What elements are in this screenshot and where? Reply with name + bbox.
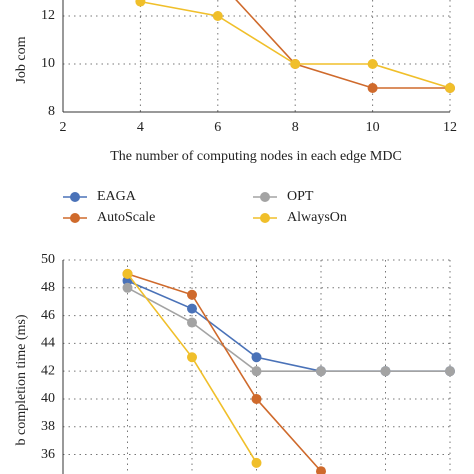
y-tick-label: 44 [41, 336, 55, 351]
marker [367, 83, 378, 93]
marker [187, 352, 197, 363]
legend-label: AutoScale [97, 210, 155, 225]
legend-label: EAGA [97, 189, 137, 204]
marker [316, 466, 326, 474]
y-tick-label: 50 [41, 252, 55, 267]
plot [135, 0, 455, 93]
series-line [235, 0, 450, 89]
marker [122, 268, 133, 279]
marker [445, 83, 455, 93]
marker [135, 0, 146, 7]
y-axis-label: b completion time (ms) [14, 314, 29, 445]
y-tick-label: 8 [48, 104, 55, 119]
y-tick-label: 40 [41, 391, 55, 406]
legend-label: AlwaysOn [287, 210, 347, 225]
series-line [127, 280, 450, 372]
marker [316, 366, 326, 377]
legend-label: OPT [287, 189, 314, 204]
y-tick-label: 38 [41, 419, 55, 434]
y-tick-label: 42 [41, 363, 55, 378]
marker [187, 303, 197, 314]
legend-marker [260, 213, 270, 223]
x-tick-label: 4 [137, 120, 144, 135]
marker [445, 366, 455, 377]
x-axis-label: The number of computing nodes in each ed… [110, 149, 402, 164]
marker [251, 393, 262, 404]
y-tick-label: 36 [41, 447, 55, 462]
marker [380, 366, 391, 377]
x-tick-label: 2 [60, 120, 67, 135]
y-tick-label: 48 [41, 280, 55, 295]
x-tick-label: 6 [214, 120, 221, 135]
series-line [127, 287, 450, 372]
marker [251, 457, 262, 468]
y-tick-label: 10 [41, 56, 55, 71]
marker [367, 59, 378, 69]
series-line [127, 273, 322, 472]
y-tick-label: 46 [41, 308, 55, 323]
legend-marker [70, 213, 80, 223]
marker [251, 352, 262, 363]
y-tick-label: 12 [41, 8, 55, 23]
legend-marker [70, 192, 80, 202]
marker [187, 317, 197, 328]
x-tick-label: 8 [292, 120, 299, 135]
y-axis-label: Job com [14, 36, 29, 83]
plot [122, 268, 455, 474]
marker [212, 11, 223, 21]
marker [122, 282, 133, 293]
legend-marker [260, 192, 270, 202]
marker [251, 366, 262, 377]
marker [290, 59, 301, 69]
marker [187, 289, 197, 300]
x-tick-label: 10 [366, 120, 380, 135]
x-tick-label: 12 [443, 120, 457, 135]
